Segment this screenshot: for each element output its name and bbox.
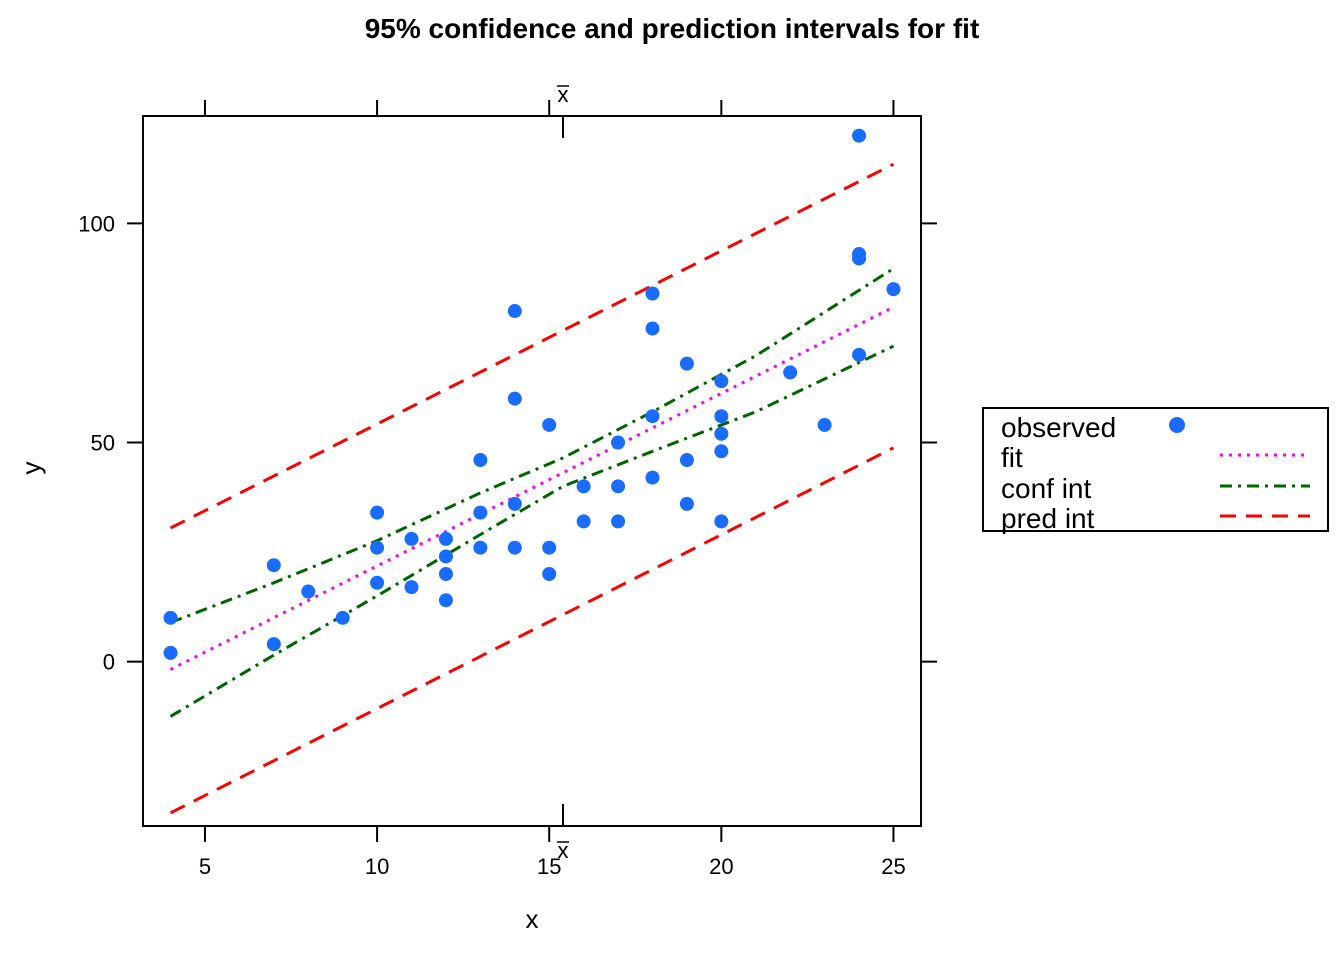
legend-box bbox=[982, 407, 1329, 532]
observed-point bbox=[611, 435, 626, 450]
observed-point bbox=[714, 426, 729, 441]
observed-point bbox=[404, 580, 419, 595]
observed-point bbox=[163, 645, 178, 660]
observed-point bbox=[438, 593, 453, 608]
x-tick-label: 5 bbox=[199, 854, 211, 879]
plot-frame bbox=[142, 115, 922, 827]
observed-point bbox=[576, 514, 591, 529]
observed-point bbox=[645, 321, 660, 336]
legend-label: observed bbox=[1001, 412, 1116, 443]
observed-point bbox=[542, 566, 557, 581]
plot-border bbox=[142, 115, 922, 827]
y-tick-label: 50 bbox=[91, 431, 115, 456]
series-lines bbox=[169, 162, 895, 815]
observed-point bbox=[473, 540, 488, 555]
observed-point bbox=[611, 479, 626, 494]
observed-point bbox=[301, 584, 316, 599]
observed-point bbox=[714, 409, 729, 424]
observed-point bbox=[370, 575, 385, 590]
legend-label: pred int bbox=[1001, 503, 1095, 534]
x-axis-title: x bbox=[526, 904, 539, 934]
observed-point bbox=[852, 347, 867, 362]
x-tick-label: 15 bbox=[537, 854, 561, 879]
observed-point bbox=[645, 286, 660, 301]
observed-point bbox=[645, 409, 660, 424]
observed-points bbox=[163, 128, 901, 660]
chart-title: 95% confidence and prediction intervals … bbox=[365, 13, 980, 44]
observed-point bbox=[438, 566, 453, 581]
observed-point bbox=[507, 540, 522, 555]
series-line-pred-int-upper bbox=[169, 162, 895, 530]
observed-point bbox=[438, 531, 453, 546]
x-tick-label: 10 bbox=[365, 854, 389, 879]
xbar-label-bottom: x bbox=[557, 838, 568, 863]
legend-label: conf int bbox=[1001, 473, 1091, 504]
series-line-pred-int-lower bbox=[169, 446, 895, 815]
observed-point bbox=[507, 304, 522, 319]
observed-point bbox=[576, 479, 591, 494]
observed-point bbox=[335, 610, 350, 625]
observed-point bbox=[542, 540, 557, 555]
series-line-conf-int-lower bbox=[169, 344, 895, 718]
observed-point bbox=[507, 391, 522, 406]
observed-point bbox=[679, 496, 694, 511]
observed-point bbox=[852, 128, 867, 143]
observed-point bbox=[266, 637, 281, 652]
series-line-fit bbox=[169, 305, 895, 671]
y-axis-title: y bbox=[16, 462, 46, 475]
observed-point bbox=[438, 549, 453, 564]
x-tick-label: 25 bbox=[881, 854, 905, 879]
x-tick-label: 20 bbox=[709, 854, 733, 879]
observed-point bbox=[852, 247, 867, 262]
observed-point bbox=[370, 505, 385, 520]
observed-point bbox=[783, 365, 798, 380]
legend-key-point bbox=[1169, 417, 1185, 433]
axes: 5 10 15 20 25 0 50 100 x x bbox=[78, 82, 937, 879]
observed-point bbox=[714, 514, 729, 529]
observed-point bbox=[404, 531, 419, 546]
observed-point bbox=[714, 374, 729, 389]
legend-label: fit bbox=[1001, 442, 1023, 473]
observed-point bbox=[886, 282, 901, 297]
y-tick-label: 100 bbox=[78, 211, 115, 236]
xbar-label-top: x bbox=[557, 82, 568, 107]
observed-point bbox=[163, 610, 178, 625]
observed-point bbox=[473, 505, 488, 520]
observed-point bbox=[611, 514, 626, 529]
observed-point bbox=[817, 417, 832, 432]
observed-point bbox=[645, 470, 660, 485]
observed-point bbox=[679, 356, 694, 371]
observed-point bbox=[370, 540, 385, 555]
series-line-conf-int-upper bbox=[169, 267, 895, 624]
observed-point bbox=[542, 417, 557, 432]
observed-point bbox=[679, 453, 694, 468]
observed-point bbox=[507, 496, 522, 511]
y-tick-label: 0 bbox=[103, 650, 115, 675]
observed-point bbox=[266, 558, 281, 573]
observed-point bbox=[714, 444, 729, 459]
observed-point bbox=[473, 453, 488, 468]
